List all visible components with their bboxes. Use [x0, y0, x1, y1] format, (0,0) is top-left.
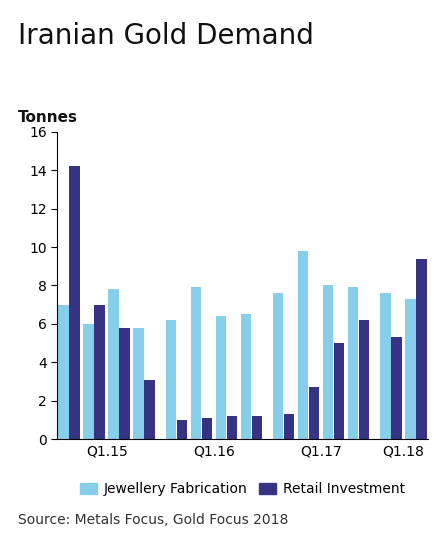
Bar: [108, 289, 119, 439]
Text: Tonnes: Tonnes: [18, 110, 78, 125]
Bar: [380, 293, 391, 439]
Bar: [94, 305, 105, 439]
Bar: [58, 305, 69, 439]
Bar: [70, 166, 80, 439]
Bar: [166, 320, 176, 439]
Bar: [241, 314, 251, 439]
Bar: [202, 418, 212, 439]
Bar: [359, 320, 370, 439]
Bar: [391, 337, 402, 439]
Bar: [177, 420, 187, 439]
Text: Iranian Gold Demand: Iranian Gold Demand: [18, 22, 314, 50]
Bar: [191, 288, 201, 439]
Bar: [120, 328, 130, 439]
Bar: [227, 416, 237, 439]
Bar: [83, 324, 94, 439]
Bar: [309, 388, 319, 439]
Bar: [348, 288, 359, 439]
Bar: [252, 416, 262, 439]
Bar: [405, 299, 415, 439]
Bar: [216, 316, 226, 439]
Bar: [298, 251, 308, 439]
Bar: [334, 343, 344, 439]
Bar: [273, 293, 284, 439]
Bar: [145, 380, 155, 439]
Legend: Jewellery Fabrication, Retail Investment: Jewellery Fabrication, Retail Investment: [75, 477, 410, 502]
Text: Source: Metals Focus, Gold Focus 2018: Source: Metals Focus, Gold Focus 2018: [18, 513, 288, 527]
Bar: [416, 259, 427, 439]
Bar: [133, 328, 144, 439]
Bar: [284, 414, 295, 439]
Bar: [323, 285, 333, 439]
